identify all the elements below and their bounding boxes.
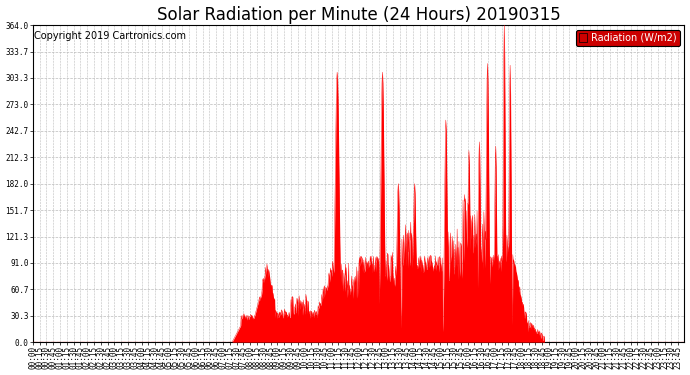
Legend: Radiation (W/m2): Radiation (W/m2)	[576, 30, 680, 46]
Text: Copyright 2019 Cartronics.com: Copyright 2019 Cartronics.com	[34, 32, 186, 42]
Title: Solar Radiation per Minute (24 Hours) 20190315: Solar Radiation per Minute (24 Hours) 20…	[157, 6, 560, 24]
